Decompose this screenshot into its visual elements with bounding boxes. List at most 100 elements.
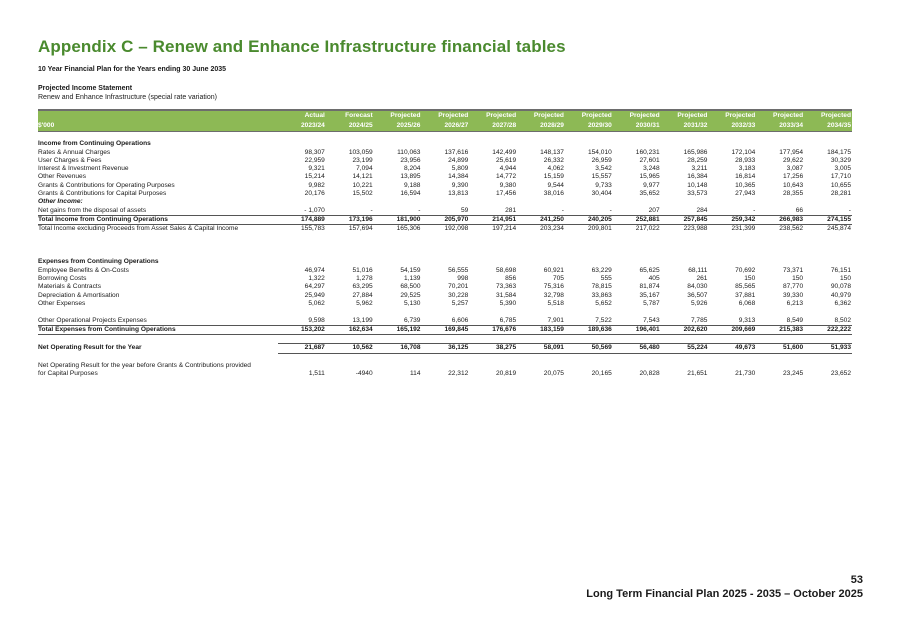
row-value: 5,257 xyxy=(451,299,469,307)
row-value: 60,921 xyxy=(543,266,564,274)
row-value: 55,224 xyxy=(660,343,709,354)
statement-title: Projected Income Statement xyxy=(38,85,133,92)
row-value: 150 xyxy=(744,275,756,283)
spacer-row xyxy=(38,335,852,344)
row-value: - xyxy=(517,206,565,216)
other-income-heading-label: Other Income: xyxy=(38,198,83,206)
row-value: 23,199 xyxy=(352,156,373,164)
row-value: - xyxy=(373,206,422,216)
row-value: 259,342 xyxy=(708,215,757,226)
row-value: 174,889 xyxy=(278,215,326,226)
row-value: 23,956 xyxy=(400,156,421,164)
row-value: 8,204 xyxy=(403,165,421,173)
row-value: 22,959 xyxy=(304,156,325,164)
row-value: 3,183 xyxy=(738,165,756,173)
row-value: 46,974 xyxy=(304,266,325,274)
row-label: Net Operating Result for the Year xyxy=(38,344,142,352)
row-value: 154,010 xyxy=(587,148,612,156)
column-type: Projected xyxy=(612,109,661,121)
row-value: 7,543 xyxy=(612,316,661,326)
row-value: 173,196 xyxy=(325,215,374,226)
row-value: 20,176 xyxy=(304,190,325,198)
expense-row: Depreciation & Amortisation 25,949 27,884 2… xyxy=(38,292,852,300)
asset-disposal-row: Net gains from the disposal of assets - 1… xyxy=(38,206,852,216)
row-value: 1,322 xyxy=(308,275,325,283)
row-value: 9,321 xyxy=(308,165,325,173)
row-value: 6,606 xyxy=(421,316,470,326)
row-value: 51,016 xyxy=(352,266,373,274)
row-value: 205,970 xyxy=(421,215,470,226)
row-value: 68,111 xyxy=(688,266,708,274)
row-value: - xyxy=(804,206,852,216)
row-value: 78,815 xyxy=(591,283,612,291)
column-type: Projected xyxy=(517,109,565,121)
row-label: Materials & Contracts xyxy=(38,283,102,291)
column-type: Projected xyxy=(421,109,470,121)
row-value: 3,542 xyxy=(595,165,612,173)
row-value: 142,499 xyxy=(492,148,517,156)
row-value: 114 xyxy=(409,370,421,378)
row-value: 51,933 xyxy=(804,343,852,354)
statement-subtitle: Renew and Enhance Infrastructure (specia… xyxy=(38,94,217,101)
row-value: 29,622 xyxy=(782,156,804,164)
row-value: 1,278 xyxy=(356,275,373,283)
row-value: 284 xyxy=(660,206,709,216)
row-value: 9,982 xyxy=(308,181,325,189)
row-value: 17,256 xyxy=(782,173,804,181)
row-value: 39,330 xyxy=(782,291,804,299)
row-value: 87,770 xyxy=(782,283,804,291)
column-year: 2023/24 xyxy=(278,121,326,132)
row-value: 90,078 xyxy=(830,283,851,291)
row-value: 15,557 xyxy=(591,173,612,181)
column-type: Actual xyxy=(278,109,326,121)
row-value: 252,881 xyxy=(612,215,661,226)
row-value: 9,598 xyxy=(278,316,326,326)
expenses-heading: Expenses from Continuing Operations xyxy=(38,258,852,266)
row-value: 5,787 xyxy=(643,299,660,307)
row-value: 9,544 xyxy=(547,181,564,189)
expense-row: Materials & Contracts 64,297 63,295 68,500 7… xyxy=(38,283,852,291)
column-type: Projected xyxy=(564,109,613,121)
row-value: 63,229 xyxy=(591,266,612,274)
row-value: 162,634 xyxy=(325,325,374,336)
row-value: 5,062 xyxy=(308,299,325,307)
row-label: Total Income from Continuing Operations xyxy=(38,215,278,226)
row-value: 98,307 xyxy=(304,148,325,156)
row-value: 28,259 xyxy=(687,156,708,164)
row-value: 10,221 xyxy=(352,181,373,189)
row-value: 51,600 xyxy=(756,343,805,354)
row-value: 998 xyxy=(457,275,469,283)
column-type: Projected xyxy=(804,109,852,121)
row-value: 181,900 xyxy=(373,215,422,226)
net-before-grants-row: Net Operating Result for the year before… xyxy=(38,362,852,370)
row-value: 165,986 xyxy=(683,148,708,156)
row-value: 555 xyxy=(600,275,612,283)
row-value: 192,098 xyxy=(444,225,469,233)
row-value: 165,306 xyxy=(396,225,421,233)
row-value: 231,399 xyxy=(731,225,756,233)
row-value: 3,005 xyxy=(834,165,851,173)
row-label: Other Expenses xyxy=(38,299,86,307)
row-value: - xyxy=(325,206,374,216)
row-value: 153,202 xyxy=(278,325,326,336)
row-value: 110,063 xyxy=(397,148,421,156)
column-year: 2024/25 xyxy=(325,121,374,132)
row-value: 30,404 xyxy=(591,190,612,198)
row-value: 202,620 xyxy=(660,325,709,336)
row-value: 7,785 xyxy=(660,316,709,326)
row-value: 4,944 xyxy=(499,165,517,173)
row-value: -4940 xyxy=(355,370,373,378)
row-value: 16,708 xyxy=(373,343,422,354)
row-value: 63,295 xyxy=(352,283,373,291)
row-value: 150 xyxy=(792,275,804,283)
row-value: 22,312 xyxy=(448,370,469,378)
row-label: Net gains from the disposal of assets xyxy=(38,206,278,216)
row-value: 81,874 xyxy=(639,283,660,291)
row-value: 15,502 xyxy=(352,190,373,198)
row-value: 36,507 xyxy=(687,291,708,299)
net-before-grants-values-row: for Capital Purposes 1,511 -4940 114 22,312 2… xyxy=(38,370,852,378)
row-value: 38,016 xyxy=(543,190,564,198)
row-value: 189,636 xyxy=(564,325,613,336)
row-value: - xyxy=(708,206,757,216)
row-value: 56,480 xyxy=(612,343,661,354)
